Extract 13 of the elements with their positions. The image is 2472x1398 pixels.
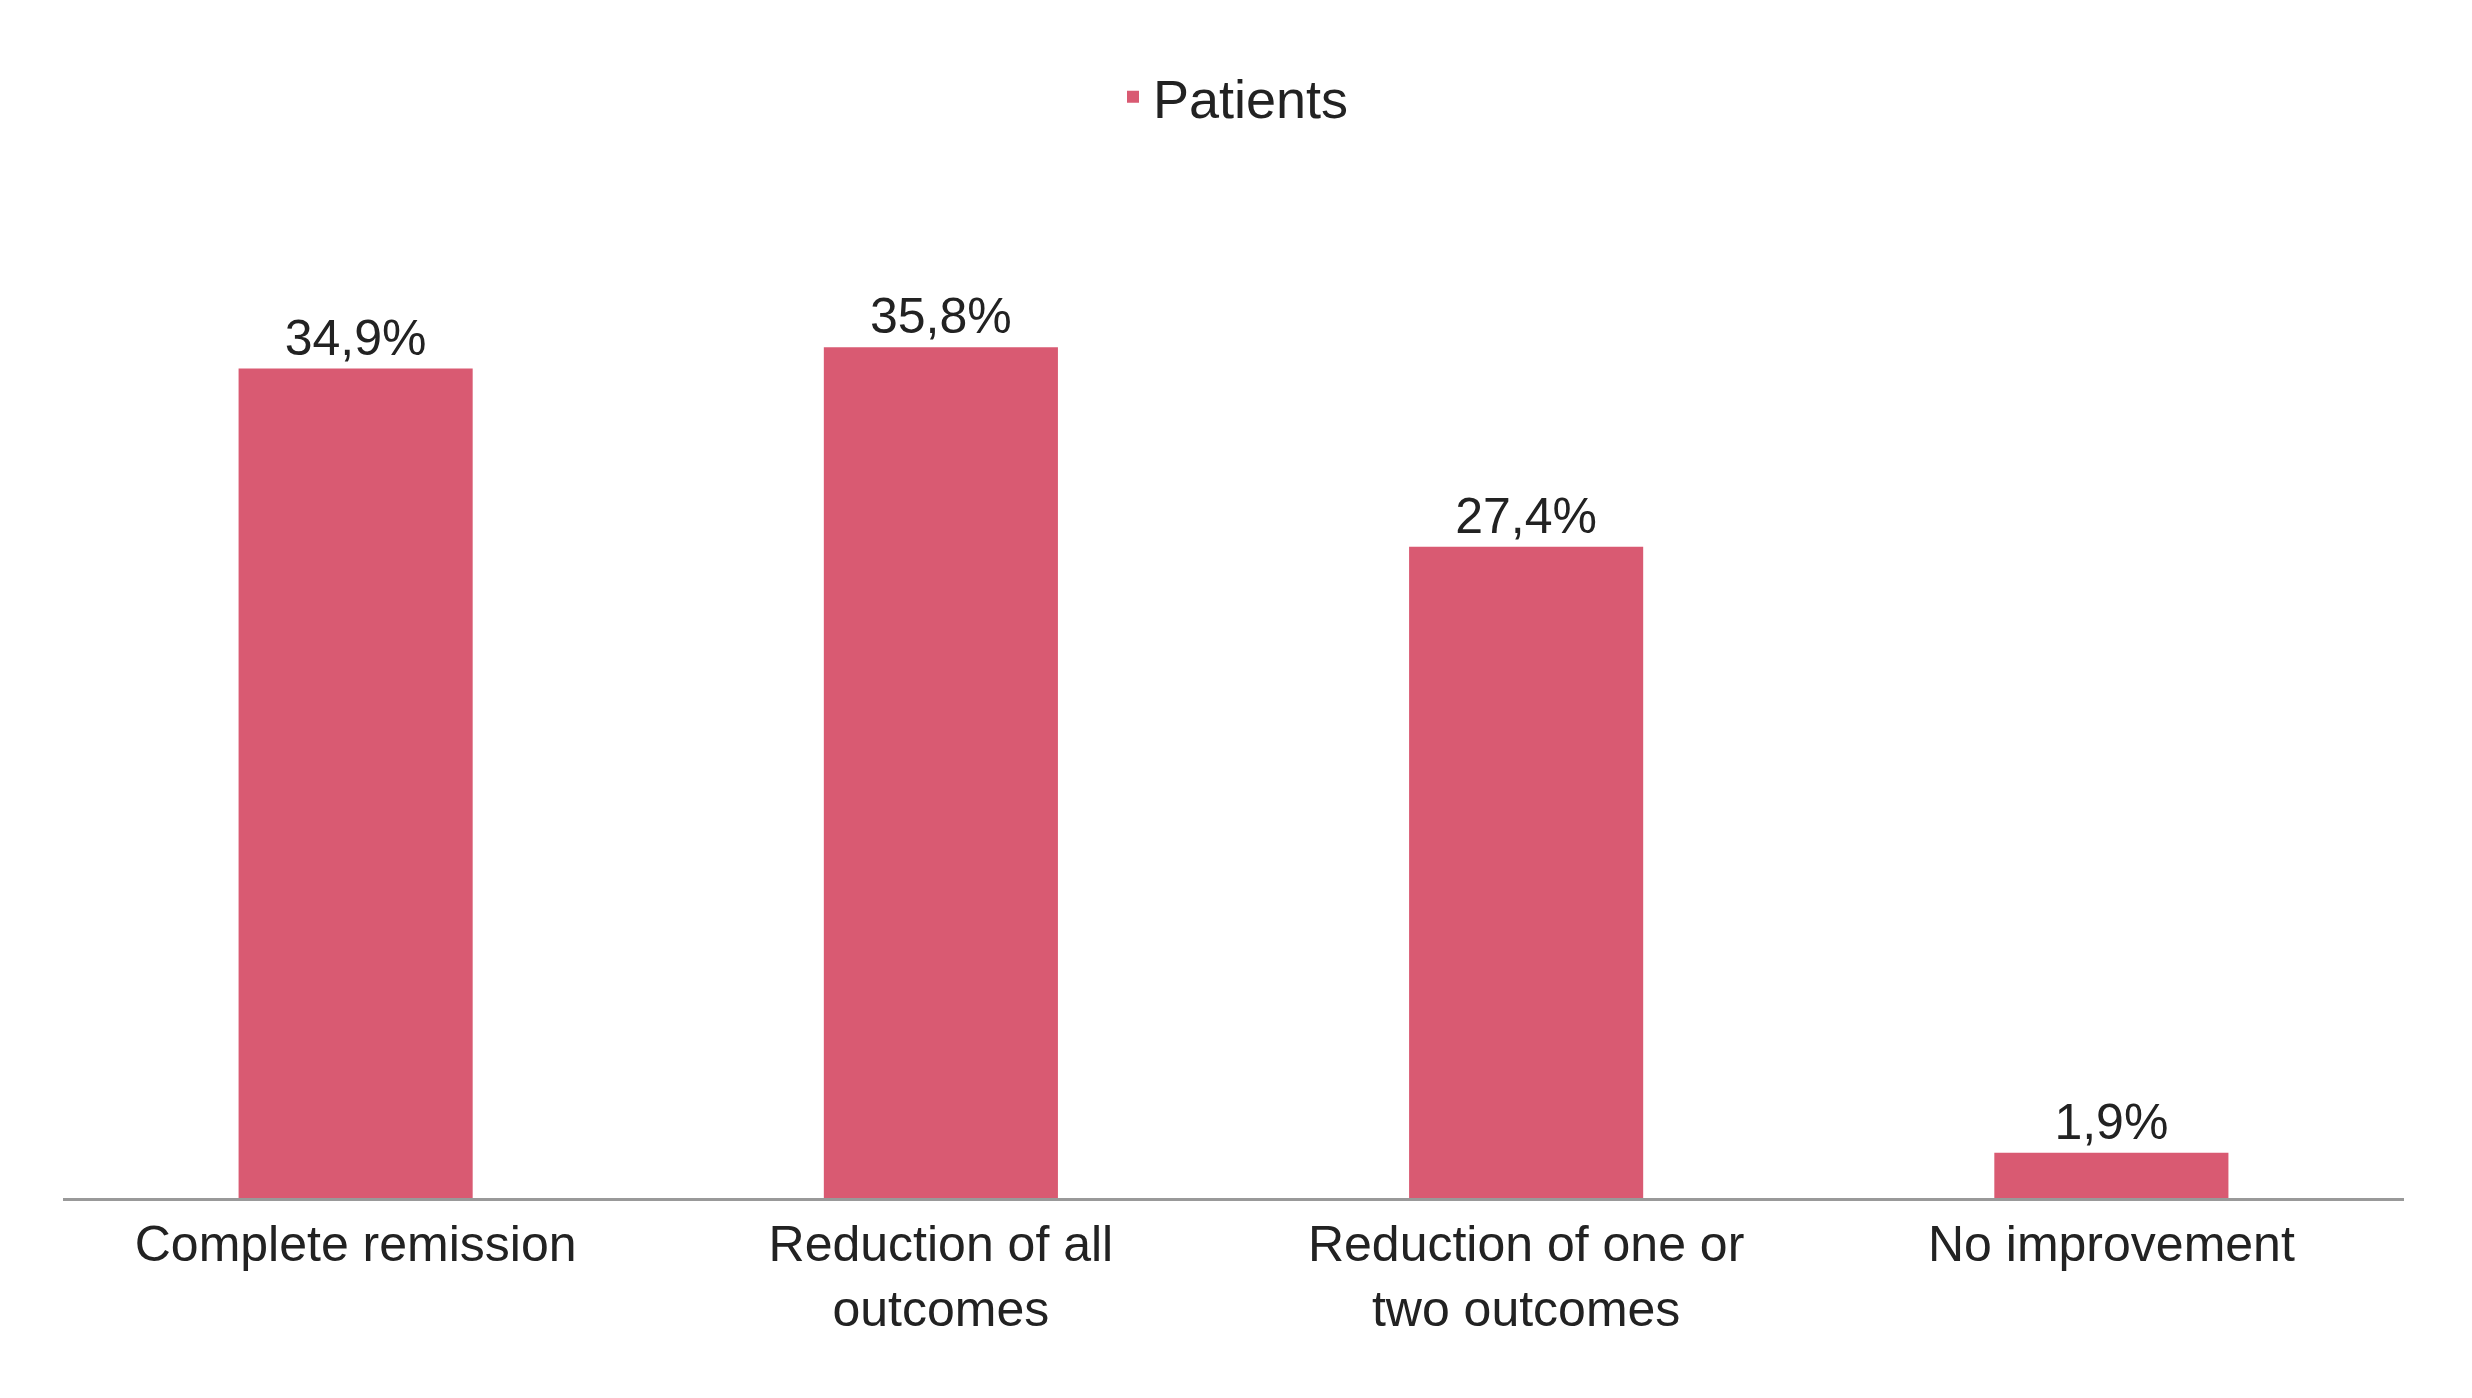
bar [238,368,473,1198]
x-tick-label: Reduction of all outcomes [768,1216,1114,1337]
legend-label: Patients [1153,68,1349,129]
x-tick-label: Complete remission [134,1216,577,1272]
x-tick-label: Reduction of one or two outcomes [1307,1216,1745,1337]
data-label: 35,8% [869,288,1012,345]
x-tick-label: No improvement [1927,1216,2295,1272]
data-label: 1,9% [2054,1093,2169,1150]
data-label: 34,9% [284,309,427,366]
bar [1994,1152,2229,1198]
bar [823,347,1058,1198]
data-label: 27,4% [1455,487,1598,544]
bar [1409,546,1644,1198]
